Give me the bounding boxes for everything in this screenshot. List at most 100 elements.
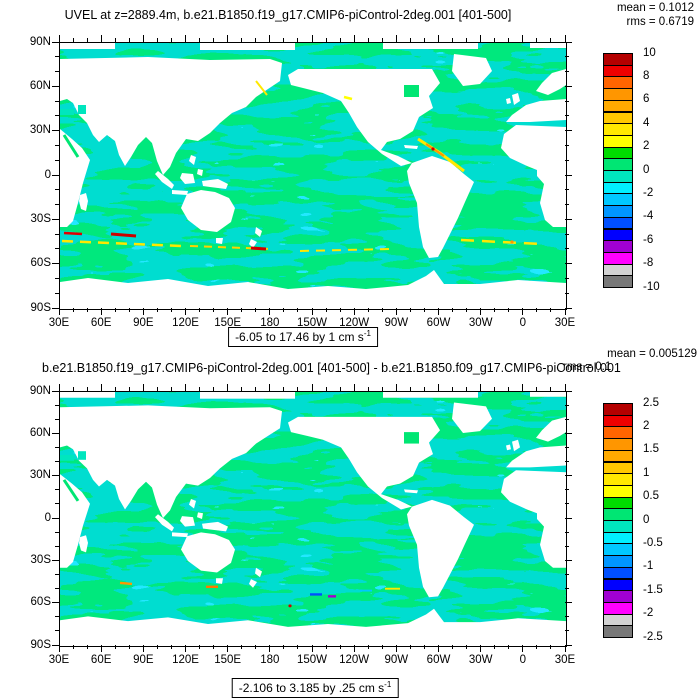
axis-tick: [213, 38, 215, 42]
axis-tick: [565, 432, 572, 434]
axis-tick: [565, 503, 569, 505]
panel2-range-caption: -2.106 to 3.185 by .25 cm s-1: [231, 678, 399, 698]
axis-tick: [550, 645, 552, 649]
axis-tick: [52, 390, 59, 392]
axis-tick: [353, 384, 355, 391]
axis-tick: [339, 308, 341, 312]
axis-tick: [565, 174, 572, 176]
axis-tick: [438, 384, 439, 391]
colorbar-label: 2: [643, 140, 650, 153]
colorbar-label: -8: [643, 257, 654, 270]
axis-tick: [156, 308, 158, 312]
axis-tick: [565, 545, 569, 547]
colorbar-label: 0.5: [643, 490, 659, 503]
colorbar-label: -2: [643, 186, 654, 199]
axis-tick: [325, 308, 327, 312]
axis-tick: [170, 387, 172, 391]
axis-tick: [55, 159, 59, 161]
axis-tick: [565, 144, 569, 146]
axis-tick: [142, 308, 144, 315]
axis-tick: [86, 308, 88, 312]
axis-tick: [565, 461, 569, 463]
axis-tick: [52, 174, 59, 176]
axis-tick: [114, 645, 116, 649]
axis-tick: [339, 645, 341, 649]
axis-tick: [353, 35, 355, 42]
axis-tick: [395, 645, 397, 652]
lon-label: 60E: [90, 654, 112, 666]
axis-tick: [72, 387, 74, 391]
lon-label: 0: [519, 654, 527, 666]
axis-tick: [565, 475, 572, 477]
axis-tick: [213, 308, 215, 312]
axis-tick: [55, 531, 59, 533]
colorbar-label: -6: [643, 233, 654, 246]
colorbar-label: 6: [643, 93, 650, 106]
axis-tick: [565, 159, 569, 161]
axis-tick: [565, 616, 569, 618]
axis-tick: [480, 645, 482, 652]
axis-tick: [55, 489, 59, 491]
lon-label: 30E: [554, 654, 576, 666]
axis-tick: [52, 559, 59, 561]
axis-tick: [452, 387, 454, 391]
axis-tick: [466, 308, 468, 312]
axis-tick: [565, 277, 569, 279]
axis-tick: [52, 85, 59, 87]
axis-tick: [367, 38, 369, 42]
axis-tick: [565, 204, 569, 206]
panel1-stats: mean = 0.1012 rms = 0.6719: [617, 2, 694, 29]
axis-tick: [508, 387, 510, 391]
colorbar-panel2: 2.5 2 1.5 1 0.5 0 -0.5 -1 -1.5 -2 -2.5: [603, 397, 663, 643]
axis-tick: [395, 308, 397, 315]
axis-tick: [213, 645, 215, 649]
axis-tick: [227, 645, 229, 652]
axis-tick: [227, 384, 229, 391]
axis-tick: [565, 602, 572, 604]
axis-tick: [241, 308, 243, 312]
axis-tick: [128, 387, 130, 391]
axis-tick: [283, 645, 285, 649]
axis-tick: [522, 384, 524, 391]
axis-tick: [55, 204, 59, 206]
axis-tick: [438, 35, 439, 42]
axis-tick: [55, 545, 59, 547]
axis-tick: [55, 248, 59, 250]
axis-tick: [58, 645, 60, 652]
axis-tick: [565, 71, 569, 73]
axis-tick: [452, 645, 454, 649]
axis-tick: [283, 387, 285, 391]
axis-tick: [508, 645, 510, 649]
axis-tick: [325, 645, 327, 649]
axis-tick: [381, 645, 383, 649]
axis-tick: [395, 35, 397, 42]
axis-tick: [52, 307, 59, 309]
axis-tick: [522, 645, 524, 652]
axis-tick: [72, 38, 74, 42]
colorbar-label: -2: [643, 607, 654, 620]
colorbar-label: 8: [643, 69, 650, 82]
panel1-title: UVEL at z=2889.4m, b.e21.B1850.f19_g17.C…: [64, 8, 512, 22]
colorbar-label: 0: [643, 513, 650, 526]
axis-tick: [438, 645, 439, 652]
axis-tick: [86, 645, 88, 649]
axis-tick: [142, 384, 144, 391]
lat-label: 0: [44, 168, 51, 181]
axis-tick: [52, 475, 59, 477]
axis-tick: [156, 387, 158, 391]
axis-tick: [269, 645, 271, 652]
axis-tick: [311, 645, 313, 652]
axis-tick: [565, 218, 572, 220]
axis-tick: [409, 387, 411, 391]
axis-tick: [550, 387, 552, 391]
axis-tick: [565, 588, 569, 590]
axis-tick: [381, 308, 383, 312]
panel2-title: b.e21.B1850.f19_g17.CMIP6-piControl-2deg…: [42, 361, 621, 375]
axis-tick: [269, 384, 271, 391]
axis-tick: [55, 189, 59, 191]
panel1-mean: mean = 0.1012: [616, 2, 694, 14]
axis-tick: [565, 559, 572, 561]
axis-tick: [367, 387, 369, 391]
axis-tick: [58, 384, 60, 391]
axis-tick: [128, 308, 130, 312]
